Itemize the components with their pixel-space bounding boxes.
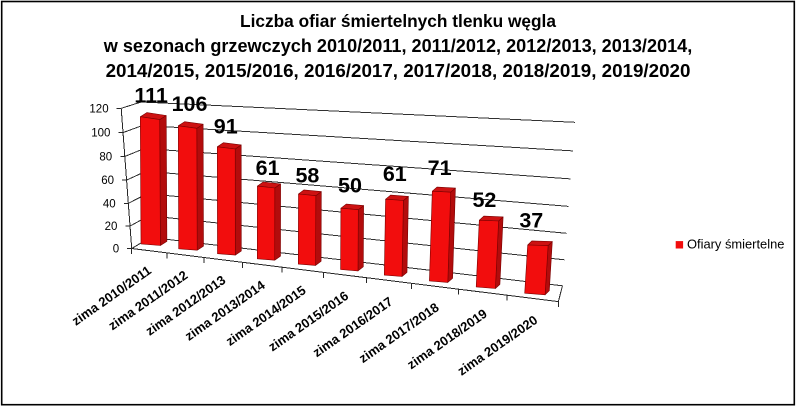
svg-text:58: 58 xyxy=(295,163,319,187)
svg-text:80: 80 xyxy=(99,152,112,164)
svg-text:106: 106 xyxy=(172,92,208,116)
svg-text:0: 0 xyxy=(113,244,119,256)
svg-text:61: 61 xyxy=(256,156,280,180)
svg-text:61: 61 xyxy=(383,162,407,186)
svg-text:w sezonach grzewczych 2010/201: w sezonach grzewczych 2010/2011, 2011/20… xyxy=(103,36,693,56)
svg-text:111: 111 xyxy=(134,84,168,108)
svg-text:Liczba ofiar śmiertelnych tlen: Liczba ofiar śmiertelnych tlenku węgla xyxy=(240,11,556,31)
svg-text:120: 120 xyxy=(89,103,108,115)
svg-text:Ofiary śmiertelne: Ofiary śmiertelne xyxy=(687,237,784,252)
svg-text:50: 50 xyxy=(338,174,362,198)
svg-text:100: 100 xyxy=(91,128,110,140)
svg-text:40: 40 xyxy=(103,198,116,210)
svg-text:37: 37 xyxy=(519,209,543,233)
svg-text:20: 20 xyxy=(105,221,118,233)
svg-text:60: 60 xyxy=(101,175,114,187)
svg-text:71: 71 xyxy=(428,156,452,180)
svg-text:52: 52 xyxy=(472,188,496,212)
svg-text:91: 91 xyxy=(214,115,238,139)
svg-text:2014/2015, 2015/2016, 2016/201: 2014/2015, 2015/2016, 2016/2017, 2017/20… xyxy=(106,60,691,81)
